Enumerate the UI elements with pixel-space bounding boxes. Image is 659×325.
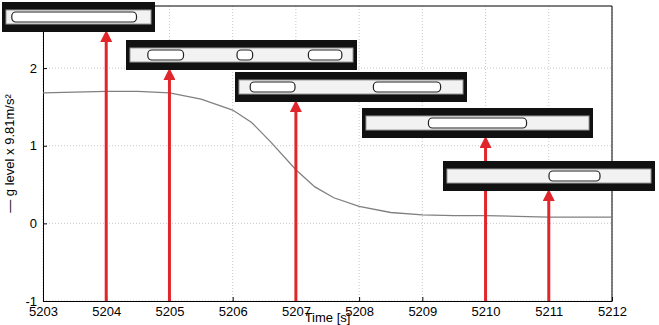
grid-line-y: [43, 223, 612, 224]
x-tick: 5209: [408, 297, 437, 319]
y-tick-label: 1: [30, 138, 37, 153]
photo-frame: [2, 2, 155, 32]
photo-frame: [126, 40, 357, 70]
y-tick-mark: [43, 68, 47, 69]
frame-right: [612, 6, 613, 301]
photo-bubble: [237, 50, 253, 60]
photo-bubble: [549, 171, 600, 181]
grid-line-x: [359, 6, 360, 301]
photo-bubble: [373, 82, 440, 92]
y-tick: -1: [25, 294, 47, 309]
photo-bubble: [12, 12, 137, 22]
g-level-line: [43, 91, 612, 217]
snapshot-photo: [362, 108, 593, 138]
grid-line-y: [43, 145, 612, 146]
photo-tube: [6, 10, 151, 24]
y-axis-title: — g level x 9.81m/s²: [2, 94, 17, 213]
grid-line-x: [106, 6, 107, 301]
x-axis-title: Time [s]: [305, 310, 351, 325]
grid-line-x: [485, 6, 486, 301]
snapshot-arrow: [168, 74, 171, 301]
photo-frame: [235, 72, 467, 102]
x-tick-label: 5204: [92, 304, 121, 319]
x-tick-mark: [422, 297, 423, 301]
x-tick-label: 5211: [535, 304, 563, 319]
x-tick-label: 5205: [155, 304, 184, 319]
y-tick-mark: [43, 146, 47, 147]
photo-bubble: [250, 82, 295, 92]
x-tick-label: 5209: [408, 304, 437, 319]
snapshots: [2, 2, 655, 301]
y-axis: -1 0 1 2: [25, 7, 47, 309]
x-tick: 5206: [219, 297, 248, 319]
y-tick: 0: [30, 216, 47, 231]
x-tick-mark: [233, 297, 234, 301]
snapshot-photo: [2, 2, 155, 32]
y-tick-label: 0: [30, 216, 37, 231]
x-axis-line: [44, 301, 613, 302]
photo-bubble: [308, 50, 341, 60]
snapshot-arrow: [294, 106, 297, 301]
photo-frame: [443, 161, 655, 191]
y-tick-label: -1: [25, 294, 37, 309]
photo-tube: [366, 116, 589, 130]
snapshot-arrow: [547, 195, 550, 301]
photo-bubble: [428, 118, 526, 128]
snapshot-photo: [235, 72, 467, 102]
grid-line-x: [43, 6, 44, 301]
grid-line-x: [548, 6, 549, 301]
photo-tube: [130, 48, 353, 62]
snapshot-photo: [443, 161, 655, 191]
x-tick-label: 5210: [472, 304, 501, 319]
y-tick-mark: [43, 301, 47, 302]
x-tick-mark: [359, 297, 360, 301]
photo-bubble: [148, 50, 184, 60]
y-axis-line: [43, 7, 44, 302]
grid-line-x: [422, 6, 423, 301]
marks: [43, 91, 612, 217]
y-tick: 2: [30, 61, 47, 76]
x-tick-label: 5212: [598, 304, 627, 319]
chart: 5203520452055206520752085209521052115212…: [0, 0, 659, 325]
grid-line-x: [612, 6, 613, 301]
plot-background: [43, 6, 612, 301]
y-tick: 1: [30, 138, 47, 153]
x-tick-label: 5206: [219, 304, 248, 319]
grid: [43, 6, 612, 301]
y-tick-label: 2: [30, 61, 37, 76]
photo-tube: [239, 80, 463, 94]
snapshot-arrow: [105, 36, 108, 301]
snapshot-photo: [126, 40, 357, 70]
grid-line-y: [43, 301, 612, 302]
y-tick-mark: [43, 223, 47, 224]
photo-tube: [447, 169, 651, 183]
photo-frame: [362, 108, 593, 138]
